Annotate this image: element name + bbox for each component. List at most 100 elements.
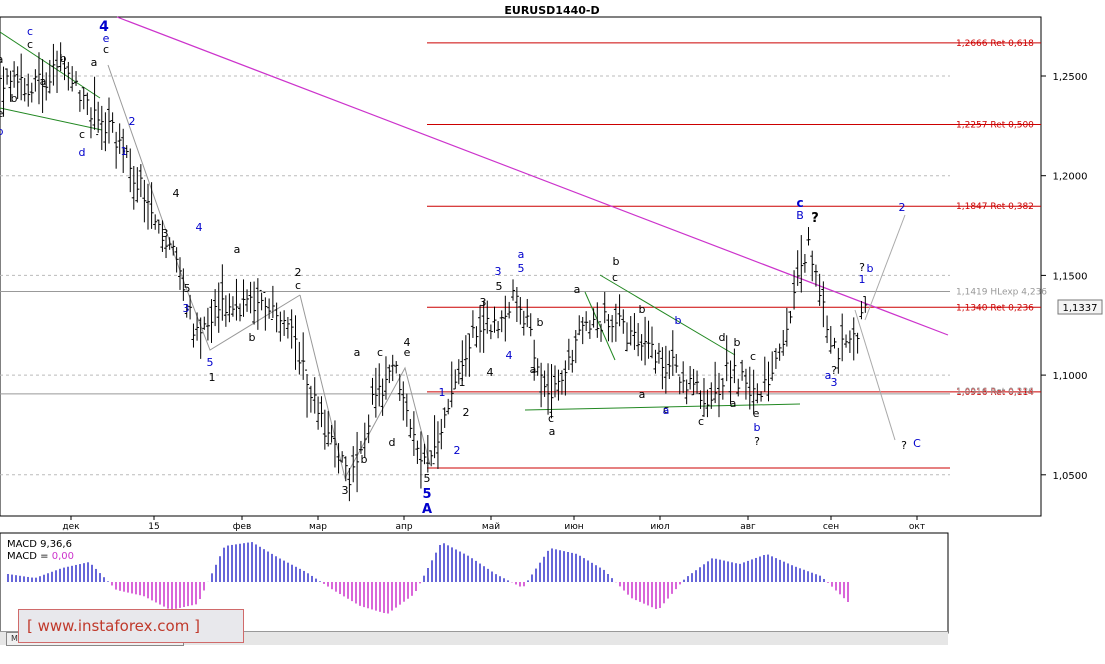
wave-label: b — [60, 52, 67, 65]
wave-label: e — [404, 346, 411, 359]
wave-label: 3 — [342, 484, 349, 497]
chart-title: EURUSD1440-D — [504, 4, 599, 17]
time-axis-label: мар — [309, 522, 327, 532]
wave-label: c — [295, 279, 301, 292]
wave-label: 4 — [487, 366, 494, 379]
wave-label: 1 — [439, 386, 446, 399]
wave-label: a — [354, 346, 361, 359]
wave-label: a — [234, 243, 241, 256]
wave-label: 5 — [518, 262, 525, 275]
price-axis-label: 1,2000 — [1053, 172, 1088, 183]
macd-value-number: 0,00 — [52, 551, 74, 562]
price-axis-label: 1,1500 — [1053, 271, 1088, 282]
wave-label: c — [750, 350, 756, 363]
wave-label: b — [361, 453, 368, 466]
wave-label: d — [79, 146, 86, 159]
wave-label: c — [377, 346, 383, 359]
wave-label: 4 — [99, 19, 109, 35]
fib-level-label: 1,2257 Ret 0,500 — [956, 120, 1034, 130]
wave-label: a — [40, 75, 47, 88]
wave-label: b — [867, 262, 874, 275]
wave-label: 2 — [899, 201, 906, 214]
wave-label: a — [91, 56, 98, 69]
wave-label: 4 — [196, 221, 203, 234]
wave-label: 5 — [424, 472, 431, 485]
wave-label: 5 — [496, 280, 503, 293]
wave-label: a — [549, 425, 556, 438]
time-axis-label: июн — [564, 522, 583, 532]
wave-label: c — [103, 43, 109, 56]
wave-label: b — [0, 125, 4, 138]
wave-label: a — [530, 363, 537, 376]
wave-label: c — [27, 25, 33, 38]
time-axis-label: дек — [62, 522, 80, 532]
wave-label: b — [754, 421, 761, 434]
wave-label: 2 — [295, 266, 302, 279]
watermark-logo: [ www.instaforex.com ] — [18, 609, 244, 643]
fib-level-label: 1,1340 Ret 0,236 — [956, 303, 1034, 313]
wave-label: 5 — [184, 282, 191, 295]
green-triangle-top — [599, 274, 736, 356]
macd-label-params: MACD 9,36,6 — [7, 539, 72, 550]
wave-label: b — [639, 303, 646, 316]
wave-label: c — [27, 38, 33, 51]
hline-ret-label: 1,0916 Ret 0,236 — [956, 387, 1034, 397]
wave-label: 5 — [207, 356, 214, 369]
fib-level-label: 1,1847 Ret 0,382 — [956, 202, 1034, 212]
wave-label: a — [730, 397, 737, 410]
price-grid — [0, 75, 950, 476]
wave-label: b — [537, 316, 544, 329]
wave-label: 4 — [404, 336, 411, 349]
wave-label: b — [613, 255, 620, 268]
time-axis-label: апр — [395, 522, 412, 532]
hline-exp-label: 1,1419 HLexp 4,236 — [956, 288, 1047, 298]
wave-label: ? — [859, 261, 865, 274]
time-axis-label: авг — [740, 522, 756, 532]
wave-label: a — [574, 283, 581, 296]
fib-level-label: 1,0916 Ret 0,114 — [956, 388, 1034, 398]
wave-label: 2 — [454, 444, 461, 457]
wave-label: e — [103, 32, 110, 45]
time-axis: дек 15 фев мар апр май июн июл авг сен окт — [62, 516, 925, 532]
current-price-box — [1057, 299, 1103, 315]
wave-label: 3 — [480, 296, 487, 309]
wave-label: 2 — [463, 406, 470, 419]
wave-label: b — [249, 331, 256, 344]
wave-label: a — [639, 388, 646, 401]
price-axis-label: 1,2500 — [1053, 72, 1088, 83]
wave-label: c — [548, 412, 554, 425]
wave-label: e — [0, 107, 4, 120]
wave-label: d — [719, 331, 726, 344]
wave-label: 3 — [831, 376, 838, 389]
price-bars — [0, 42, 868, 502]
main-plot-frame — [0, 16, 1042, 517]
projection-down — [854, 309, 896, 441]
wave-label: b — [675, 314, 682, 327]
price-axis-label: 1,0500 — [1053, 471, 1088, 482]
green-small-line — [584, 291, 616, 361]
green-triangle-bottom — [524, 403, 801, 411]
wave-label: 3 — [495, 265, 502, 278]
wave-label: ? — [811, 211, 819, 226]
wave-label: 3 — [162, 227, 169, 240]
wave-label: 1 — [209, 371, 216, 384]
wave-label: c — [698, 415, 704, 428]
wave-structure-line — [299, 294, 431, 480]
fib-retracement-levels: 1,2666 Ret 0,618 1,2257 Ret 0,500 1,1847 R… — [0, 39, 1047, 469]
projection-up — [864, 214, 906, 321]
wave-label: c — [79, 128, 85, 141]
fib-level-label: 1,2666 Ret 0,618 — [956, 39, 1034, 49]
macd-histogram — [7, 542, 849, 614]
time-axis-label: сен — [823, 522, 839, 532]
wave-label: 1 — [459, 376, 466, 389]
wave-label: c — [612, 271, 618, 284]
wave-label: c — [663, 403, 669, 416]
wave-label: a — [0, 53, 3, 66]
wave-label: 1 — [859, 273, 866, 286]
wave-label: c — [796, 196, 803, 210]
wave-label: 1 — [121, 145, 128, 158]
wave-label: C — [913, 437, 921, 450]
wave-label: a — [663, 404, 670, 417]
